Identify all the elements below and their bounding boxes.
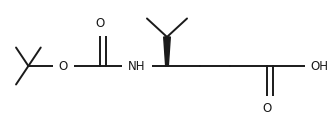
Text: OH: OH bbox=[311, 60, 329, 72]
Text: NH: NH bbox=[128, 60, 146, 72]
Polygon shape bbox=[164, 37, 170, 66]
Text: O: O bbox=[263, 102, 272, 115]
Text: O: O bbox=[96, 17, 105, 30]
Text: O: O bbox=[59, 60, 68, 72]
